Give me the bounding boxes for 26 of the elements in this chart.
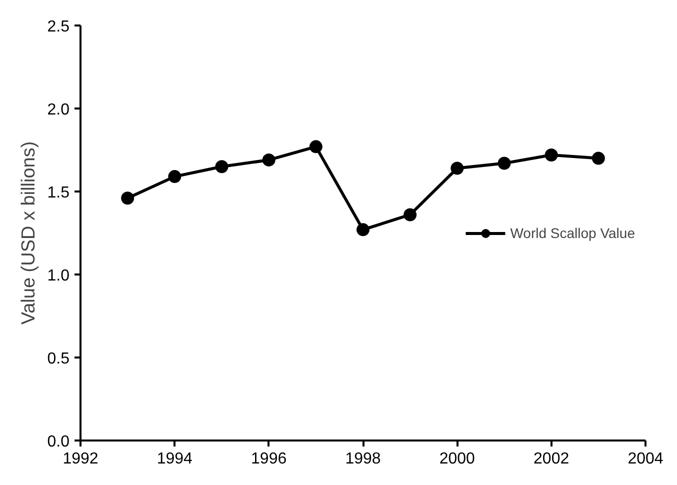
point bbox=[309, 140, 322, 154]
y-tick-label: 0.5 bbox=[47, 350, 70, 368]
point bbox=[121, 192, 134, 205]
x-tick-label: 2000 bbox=[439, 450, 476, 468]
point bbox=[498, 156, 511, 170]
x-tick-label: 1996 bbox=[251, 450, 287, 468]
point bbox=[450, 162, 464, 175]
x-tick-label: 1994 bbox=[156, 450, 193, 468]
point bbox=[592, 152, 605, 165]
x-tick-label: 1998 bbox=[345, 450, 381, 468]
x-tick-label: 1992 bbox=[62, 450, 98, 468]
point bbox=[168, 170, 182, 184]
point bbox=[544, 148, 558, 162]
y-tick-label: 2.0 bbox=[47, 102, 70, 118]
point bbox=[215, 160, 228, 174]
x-tick-label: 2002 bbox=[534, 450, 570, 468]
x-tick-label: 2004 bbox=[628, 450, 664, 468]
y-tick-label: 1.0 bbox=[47, 268, 70, 284]
y-tick-label: 2.5 bbox=[47, 18, 70, 36]
point bbox=[356, 223, 370, 236]
y-axis-title: Value (USD x billions) bbox=[18, 141, 40, 325]
point bbox=[262, 153, 276, 166]
y-tick-label: 1.5 bbox=[47, 184, 70, 202]
legend-label: World Scallop Value bbox=[510, 224, 635, 240]
point bbox=[404, 208, 417, 222]
y-tick-label: 0.0 bbox=[47, 434, 70, 450]
